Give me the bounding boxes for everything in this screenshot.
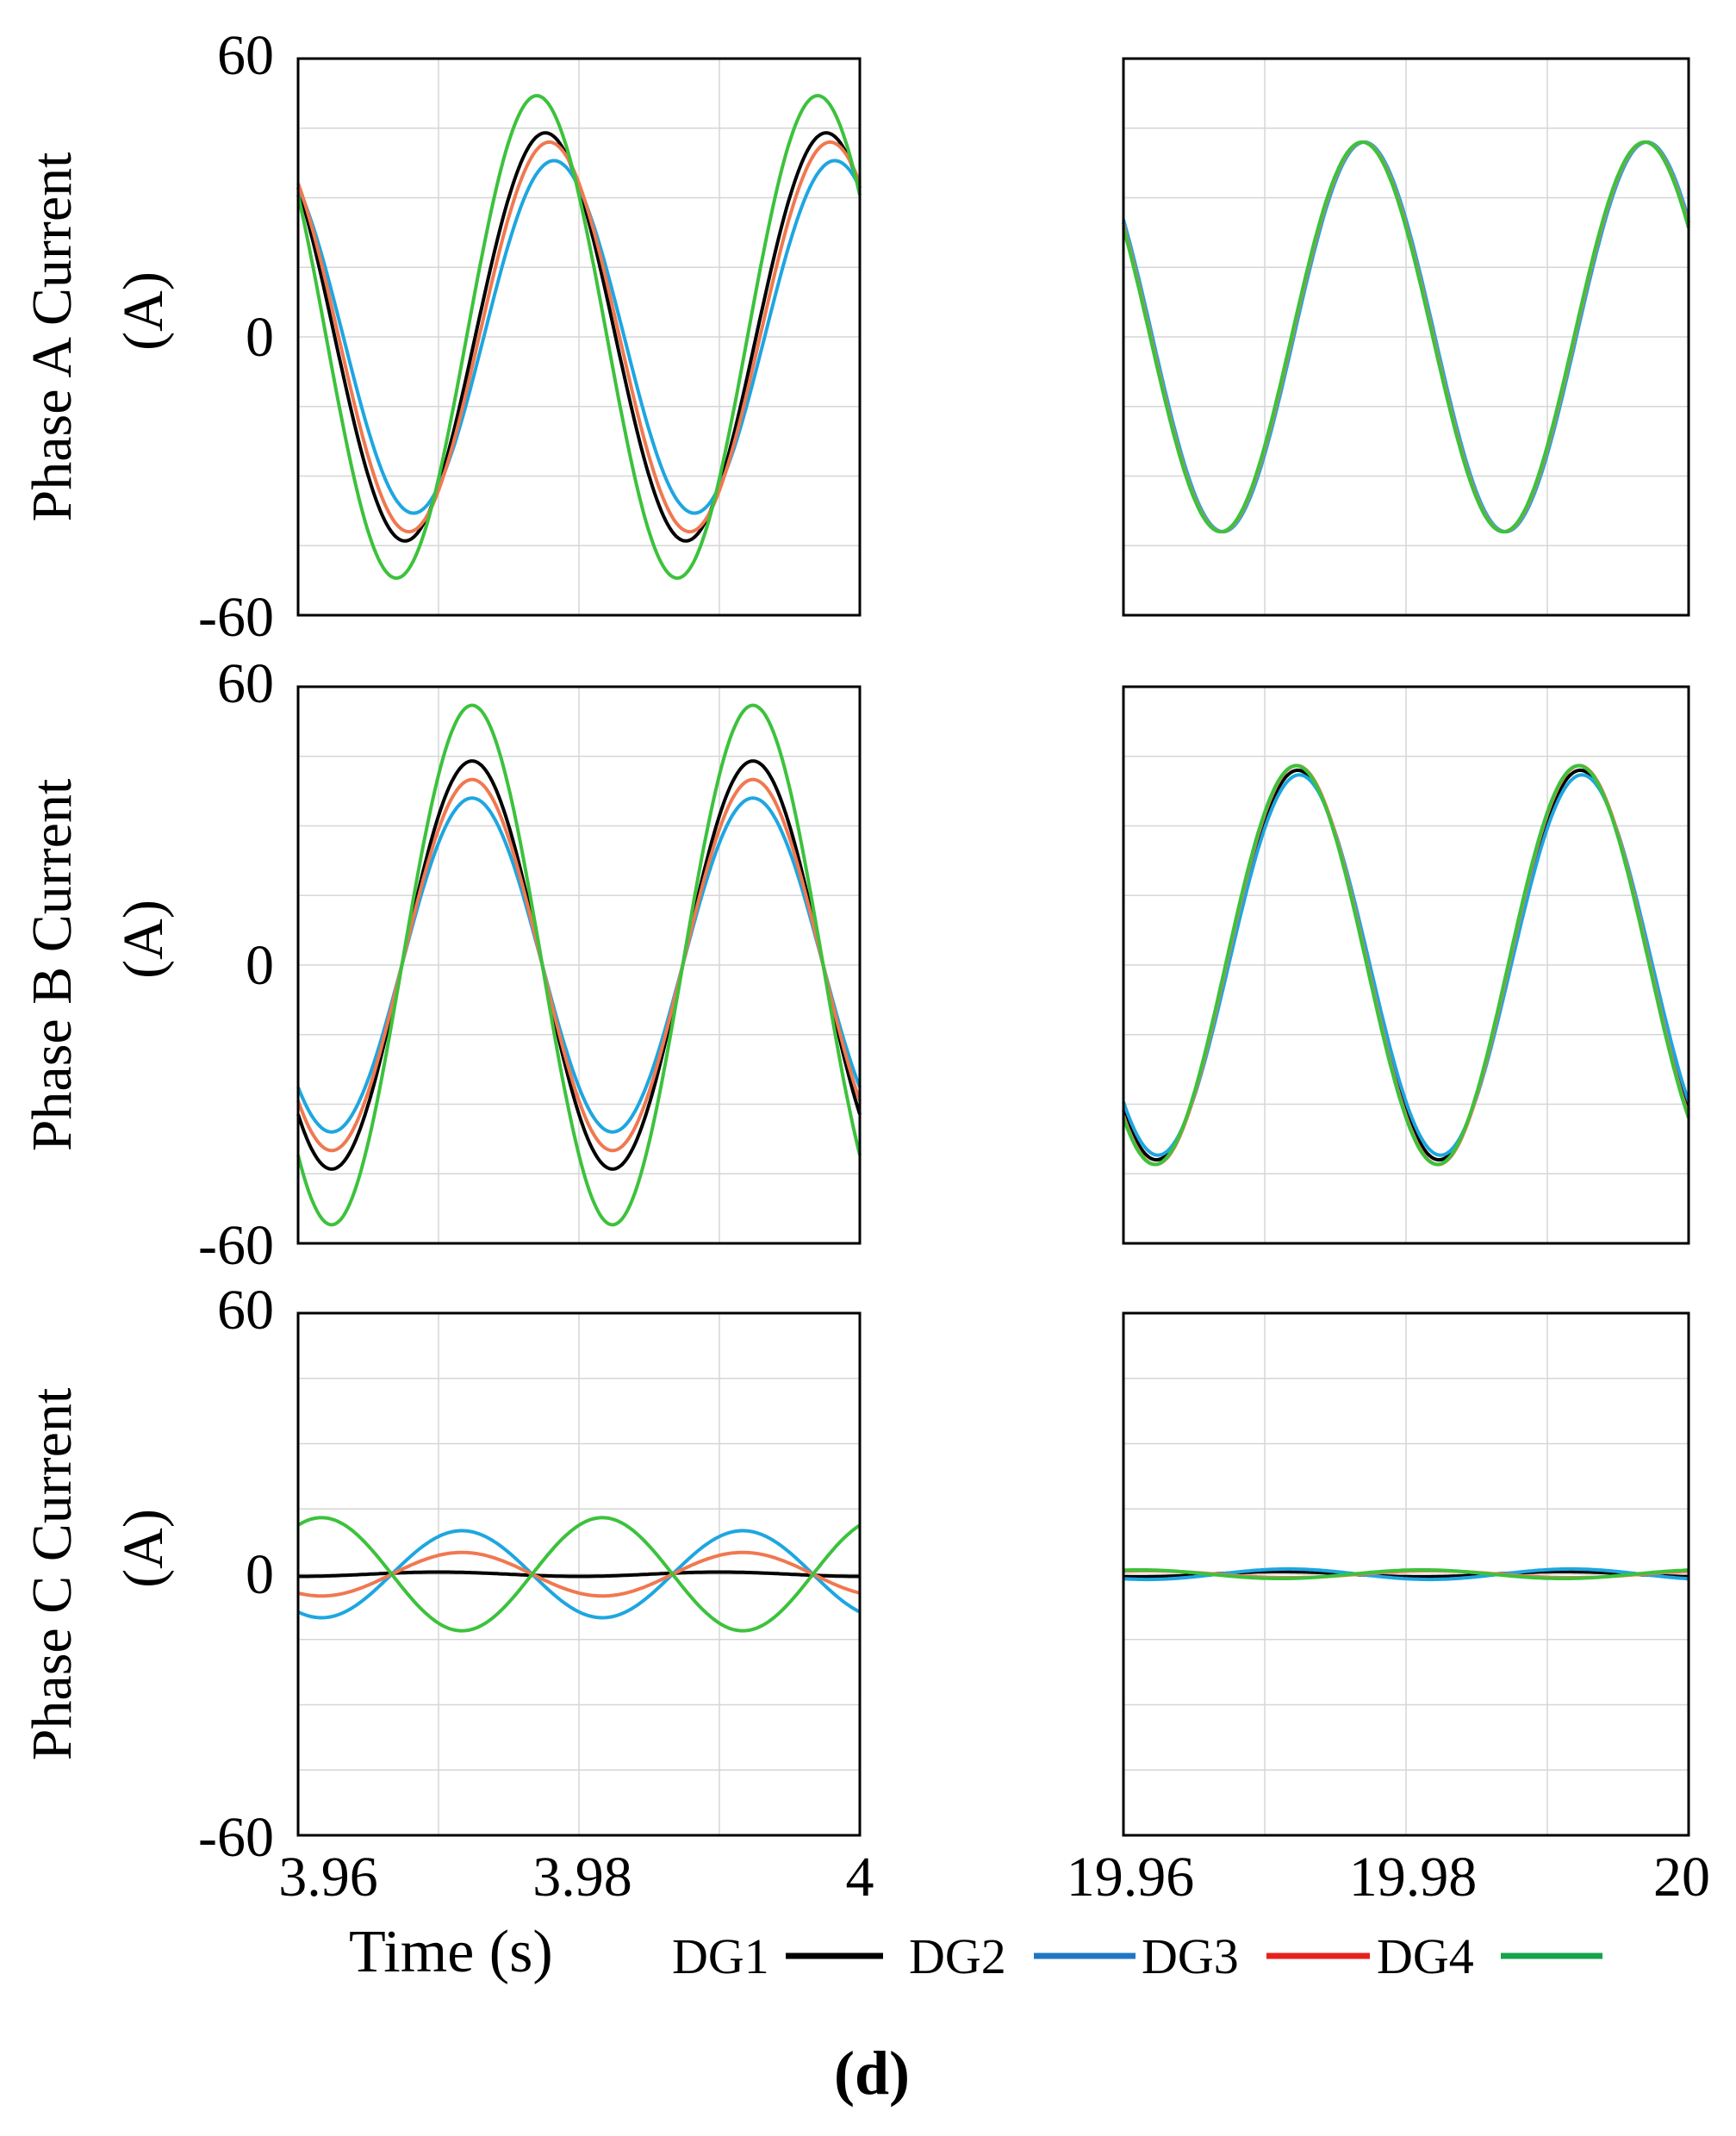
series-line-dg2: [1122, 773, 1690, 1157]
x-axis-title: Time (s): [349, 1919, 553, 1985]
y-tick-label: 60: [217, 24, 274, 87]
y-tick-label: 0: [246, 306, 274, 369]
x-tick-label-left: 4: [846, 1846, 874, 1909]
panel-phase-a-right: [1122, 57, 1690, 617]
legend: DG1 DG2 DG3 DG4: [672, 1928, 1602, 1984]
panel-frame: [296, 685, 862, 1245]
legend-label-dg2: DG2: [909, 1928, 1006, 1984]
labels: 60 0 -60 Phase A Current (A) 60 0 -60 Phase B Cu…: [21, 24, 1710, 1909]
y-axis-unit-phase-b: (A): [112, 900, 175, 979]
panel-phase-a-left: [296, 57, 862, 617]
panel-phase-b-left: [296, 685, 862, 1245]
y-tick-label: -60: [198, 586, 274, 649]
panel-phase-b-right: [1122, 685, 1690, 1245]
panel-frame: [1122, 57, 1690, 617]
series-line-dg4: [1122, 763, 1690, 1167]
panels: [296, 57, 1690, 1837]
x-tick-label-left: 3.98: [532, 1846, 632, 1909]
series-line-dg4: [296, 1516, 862, 1633]
y-tick-label: 60: [217, 652, 274, 715]
subfigure-label: (d): [834, 2039, 910, 2108]
panel-phase-c-right: [1122, 1311, 1690, 1837]
series-line-dg4: [1122, 140, 1690, 534]
legend-label-dg3: DG3: [1142, 1928, 1239, 1984]
panel-phase-c-left: [296, 1311, 862, 1837]
series-line-dg4: [296, 94, 862, 580]
legend-label-dg1: DG1: [672, 1928, 769, 1984]
panel-frame: [296, 1311, 862, 1837]
series-line-dg3: [296, 140, 862, 534]
series-line-dg4: [1123, 1568, 1689, 1580]
y-tick-label: 0: [246, 1543, 274, 1606]
series-line-dg3: [296, 777, 862, 1153]
y-axis-title-phase-a: Phase A Current: [21, 153, 84, 522]
panel-frame: [1122, 685, 1690, 1245]
y-tick-label: -60: [198, 1806, 274, 1869]
y-axis-title-phase-c: Phase C Current: [21, 1388, 84, 1761]
legend-label-dg4: DG4: [1377, 1928, 1474, 1984]
series-line-dg4: [296, 703, 862, 1227]
y-axis-unit-phase-a: (A): [112, 271, 175, 351]
panel-frame: [1122, 1311, 1690, 1837]
y-tick-label: 0: [246, 934, 274, 997]
x-tick-label-left: 3.96: [278, 1846, 378, 1909]
x-tick-label-right: 19.96: [1067, 1846, 1195, 1909]
y-axis-title-phase-b: Phase B Current: [21, 779, 84, 1152]
y-tick-label: 60: [217, 1279, 274, 1342]
y-tick-label: -60: [198, 1214, 274, 1277]
x-tick-label-right: 19.98: [1349, 1846, 1478, 1909]
y-axis-unit-phase-c: (A): [112, 1509, 175, 1588]
panel-frame: [296, 57, 862, 617]
x-tick-label-right: 20: [1653, 1846, 1710, 1909]
